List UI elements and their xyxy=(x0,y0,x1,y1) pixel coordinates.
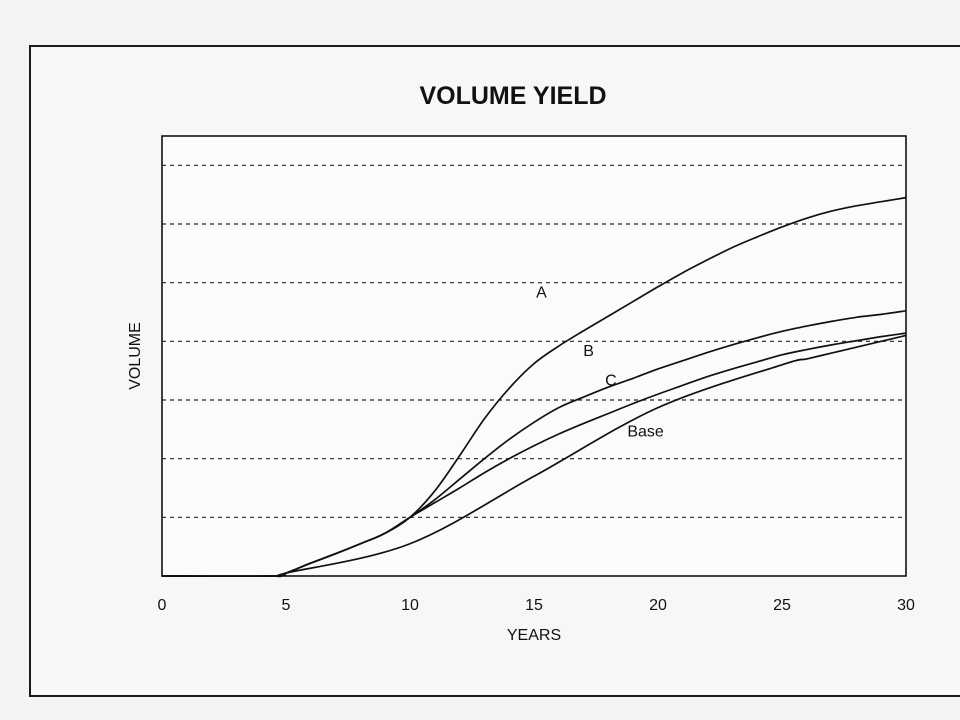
series-label-b: B xyxy=(583,343,594,360)
x-axis-label: YEARS xyxy=(507,627,561,644)
series-label-c: C xyxy=(605,372,617,389)
x-tick-label: 15 xyxy=(525,597,543,614)
y-axis-label: VOLUME xyxy=(127,322,144,390)
x-tick-label: 5 xyxy=(282,597,291,614)
series-line-base xyxy=(161,334,907,578)
series-label-base: Base xyxy=(627,423,664,440)
x-tick-label: 25 xyxy=(773,597,791,614)
x-tick-label: 0 xyxy=(158,597,167,614)
x-tick-label: 20 xyxy=(649,597,667,614)
chart-title: VOLUME YIELD xyxy=(419,82,607,110)
series-line-c xyxy=(161,332,907,578)
plot-area xyxy=(161,135,907,577)
series-label-a: A xyxy=(536,284,547,301)
x-tick-label: 30 xyxy=(897,597,915,614)
x-tick-label: 10 xyxy=(401,597,419,614)
